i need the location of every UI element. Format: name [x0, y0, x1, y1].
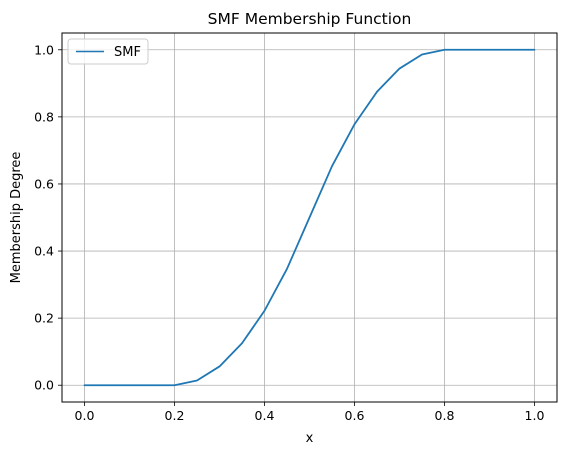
series-line-smf [83, 48, 536, 387]
x-tick-label: 0.0 [75, 408, 95, 423]
plot-frame [61, 32, 558, 403]
y-tick-label: 1.0 [34, 42, 54, 57]
ticks: 0.0 0.2 0.4 0.6 0.8 1.0 0.0 0.2 0.4 0.6 0.8 1.0 [34, 42, 544, 423]
y-tick-label: 0.4 [34, 244, 54, 259]
legend-box [67, 38, 149, 65]
y-axis-label: Membership Degree [9, 152, 24, 284]
x-tick-label: 0.2 [165, 408, 185, 423]
x-tick-label: 0.8 [435, 408, 455, 423]
x-tick-label: 0.4 [255, 408, 275, 423]
y-tick-label: 0.6 [34, 176, 54, 191]
x-tick-label: 1.0 [525, 408, 545, 423]
legend-label-smf: SMF [114, 45, 141, 60]
x-axis-label: x [306, 431, 314, 446]
series-layer [83, 48, 536, 387]
legend: SMF [67, 38, 149, 65]
y-tick-label: 0.0 [34, 378, 54, 393]
y-tick-label: 0.8 [34, 109, 54, 124]
chart-title: SMF Membership Function [208, 10, 412, 28]
x-tick-label: 0.6 [345, 408, 365, 423]
y-tick-label: 0.2 [34, 311, 54, 326]
